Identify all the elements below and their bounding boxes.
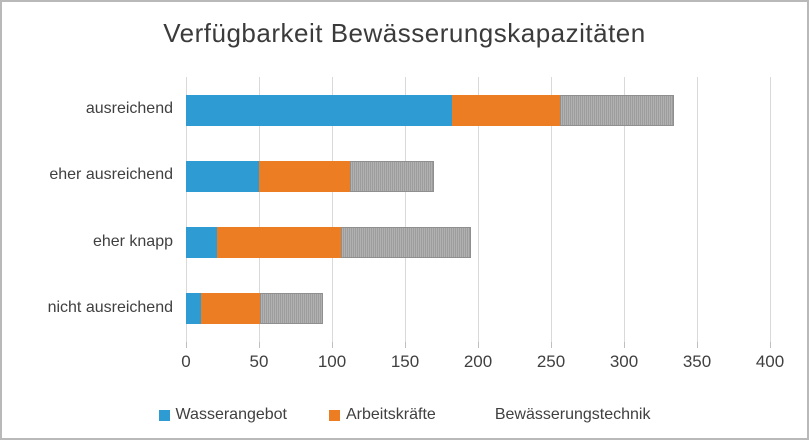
bar-row-3 [186,227,471,259]
legend-label: Bewässerungstechnik [494,406,651,423]
legend-swatch-icon [478,410,489,421]
x-tick-label: 100 [317,352,347,371]
category-label: ausreichend [85,100,173,118]
bar-segment-wasserangebot [186,293,201,325]
x-axis-tickmark [332,342,333,348]
gridline-x-400 [770,77,771,342]
x-tick-label: 350 [682,352,712,371]
bar-segment-bew-sserungstechnik [340,227,471,259]
category-label: eher ausreichend [49,166,173,184]
gridline-x-350 [697,77,698,342]
x-tick-label: 200 [463,352,493,371]
category-label: eher knapp [92,232,173,250]
x-tick-label: 300 [609,352,639,371]
x-tick-label: 250 [536,352,566,371]
x-tick-label: 150 [390,352,420,371]
bar-segment-arbeitskr-fte [200,293,261,325]
legend-item-bew-sserungstechnik: Bewässerungstechnik [478,406,651,424]
x-axis-tickmark [624,342,625,348]
x-tick-label: 400 [755,352,785,371]
bar-segment-arbeitskr-fte [451,94,560,126]
gridline-x-50 [259,77,260,342]
bar-segment-bew-sserungstechnik [349,160,435,192]
bar-segment-bew-sserungstechnik [559,94,674,126]
x-axis-tickmark [405,342,406,348]
legend-swatch-icon [329,409,340,421]
legend-label: Wasserangebot [175,406,287,423]
gridline-x-100 [332,77,333,342]
x-tick-label: 0 [181,352,191,371]
gridline-x-250 [551,77,552,342]
bar-segment-wasserangebot [186,94,452,126]
x-axis-tickmark [478,342,479,348]
bar-segment-wasserangebot [186,227,217,259]
bar-row-1 [186,94,674,126]
x-axis-tickmark [770,342,771,348]
x-axis-tickmark [551,342,552,348]
bar-segment-arbeitskr-fte [216,227,341,259]
bar-segment-wasserangebot [186,160,259,192]
chart-title: Verfügbarkeit Bewässerungskapazitäten [163,18,646,48]
gridline-x-300 [624,77,625,342]
gridline-x-200 [478,77,479,342]
category-label: nicht ausreichend [47,298,173,316]
bar-segment-bew-sserungstechnik [260,293,324,325]
gridline-x-0 [186,77,187,342]
legend-item-arbeitskr-fte: Arbeitskräfte [329,406,436,424]
legend: Wasserangebot Arbeitskräfte Bewässerungste… [2,406,807,424]
bar-segment-arbeitskr-fte [259,160,350,192]
bar-row-2 [186,160,435,192]
x-axis-tickmark [259,342,260,348]
x-axis-tickmark [697,342,698,348]
x-tick-label: 50 [249,352,269,371]
legend-swatch-icon [158,409,170,421]
gridline-x-150 [405,77,406,342]
legend-label: Arbeitskräfte [346,406,436,423]
legend-item-wasserangebot: Wasserangebot [158,406,287,424]
x-axis-tickmark [186,342,187,348]
bar-row-4 [186,293,324,325]
